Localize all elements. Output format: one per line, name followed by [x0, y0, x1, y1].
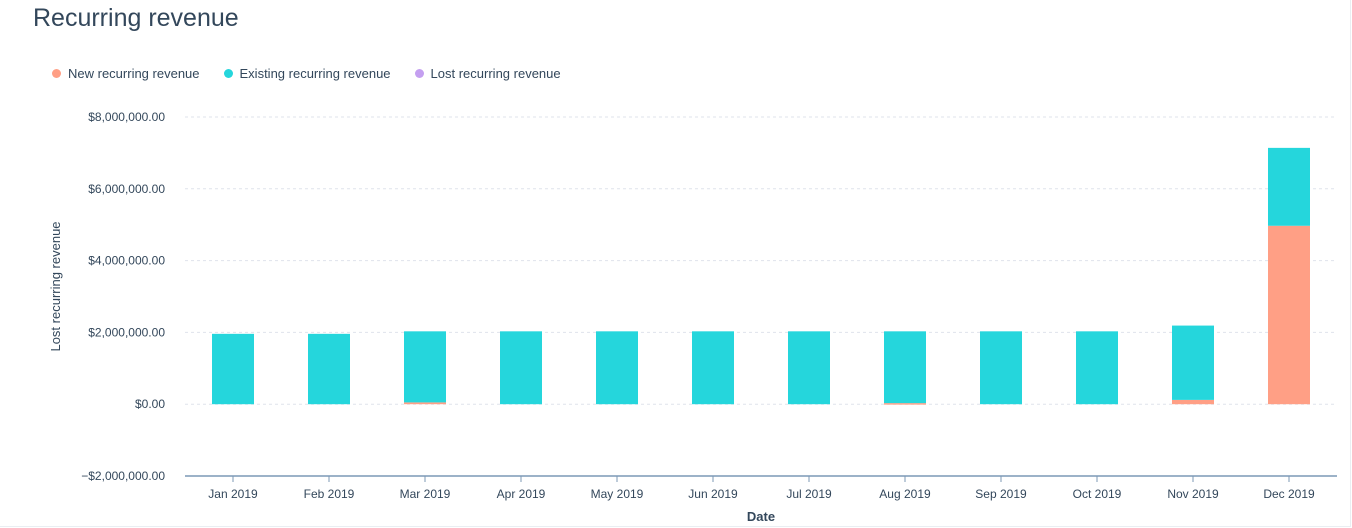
legend-item-existing[interactable]: Existing recurring revenue: [223, 66, 391, 81]
x-tick-label: Feb 2019: [304, 487, 355, 501]
legend-label: Lost recurring revenue: [430, 66, 561, 81]
bar-existing: [980, 331, 1022, 405]
y-tick-label: −$2,000,000.00: [81, 469, 165, 483]
x-tick-label: Jun 2019: [688, 487, 738, 501]
y-tick-label: $6,000,000.00: [88, 182, 165, 196]
x-tick-label: Apr 2019: [497, 487, 546, 501]
y-tick-label: $2,000,000.00: [88, 325, 165, 339]
bar-existing: [692, 331, 734, 405]
bar-existing: [788, 331, 830, 405]
bar-existing: [212, 333, 254, 405]
legend-dot-lost: [414, 69, 424, 78]
bar-existing: [308, 333, 350, 405]
legend-dot-existing: [223, 69, 233, 78]
legend-item-new[interactable]: New recurring revenue: [52, 66, 200, 81]
bar-new: [404, 402, 446, 405]
bar-new: [884, 403, 926, 405]
bar-existing: [1268, 147, 1310, 226]
y-tick-label: $8,000,000.00: [88, 110, 165, 124]
legend-label: New recurring revenue: [68, 66, 200, 81]
legend-label: Existing recurring revenue: [239, 66, 391, 81]
x-tick-label: Jul 2019: [786, 487, 832, 501]
bar-new: [1172, 399, 1214, 405]
legend: New recurring revenue Existing recurring…: [52, 66, 561, 81]
bar-existing: [1076, 331, 1118, 405]
legend-dot-new: [52, 69, 61, 78]
bar-existing: [884, 331, 926, 404]
x-tick-label: Oct 2019: [1073, 487, 1122, 501]
bar-existing: [1172, 325, 1214, 400]
y-tick-label: $4,000,000.00: [88, 254, 165, 268]
x-axis-title: Date: [747, 509, 775, 524]
x-tick-label: Nov 2019: [1167, 487, 1219, 501]
x-tick-label: Jan 2019: [208, 487, 258, 501]
y-axis-title: Lost recurring revenue: [48, 221, 63, 351]
bar-existing: [404, 331, 446, 403]
x-tick-label: Mar 2019: [400, 487, 451, 501]
y-tick-label: $0.00: [135, 397, 165, 411]
x-tick-label: May 2019: [591, 487, 644, 501]
x-tick-label: Aug 2019: [879, 487, 931, 501]
x-tick-label: Dec 2019: [1263, 487, 1315, 501]
x-tick-label: Sep 2019: [975, 487, 1027, 501]
bar-new: [1268, 225, 1310, 405]
bar-existing: [596, 331, 638, 405]
chart-title: Recurring revenue: [33, 4, 239, 32]
legend-item-lost[interactable]: Lost recurring revenue: [414, 66, 561, 81]
bar-existing: [500, 331, 542, 405]
